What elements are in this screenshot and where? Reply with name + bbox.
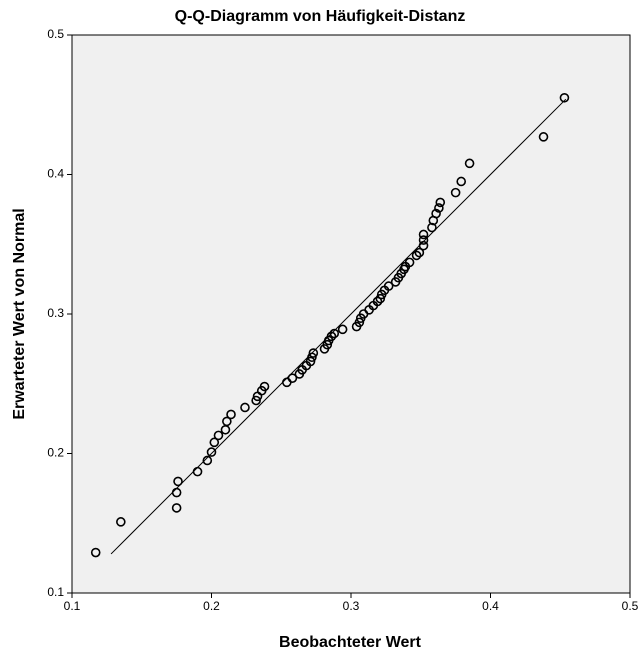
y-tick-label: 0.3: [47, 306, 64, 320]
point: [411, 250, 422, 261]
point: [209, 437, 220, 448]
point: [450, 187, 461, 198]
point: [173, 476, 183, 487]
x-tick-label: 0.3: [343, 599, 360, 613]
point: [414, 247, 425, 258]
point: [383, 281, 394, 291]
point: [251, 395, 261, 406]
point: [456, 176, 467, 187]
point: [375, 293, 386, 304]
x-tick-label: 0.5: [622, 599, 639, 613]
point: [418, 235, 429, 245]
point: [329, 328, 340, 339]
reference-line: [110, 98, 567, 555]
point: [434, 203, 444, 213]
point: [427, 222, 437, 233]
y-tick-label: 0.1: [47, 585, 64, 599]
point: [326, 331, 337, 342]
point: [206, 447, 217, 457]
point: [308, 348, 319, 358]
point: [354, 317, 365, 328]
point: [337, 324, 348, 335]
point: [431, 208, 441, 219]
point: [192, 466, 203, 477]
point: [559, 92, 570, 103]
point: [116, 517, 126, 527]
point: [171, 487, 182, 498]
point: [226, 409, 236, 420]
x-tick-label: 0.1: [64, 599, 81, 613]
point: [418, 229, 429, 240]
point: [418, 240, 429, 251]
point: [222, 416, 232, 427]
y-axis-label: Erwarteter Wert von Normal: [11, 208, 28, 419]
chart-title: Q-Q-Diagramm von Häufigkeit-Distanz: [175, 8, 466, 25]
point: [240, 402, 250, 413]
y-tick-label: 0.4: [47, 167, 64, 181]
point: [307, 352, 317, 363]
point: [538, 132, 549, 142]
x-tick-label: 0.2: [203, 599, 220, 613]
x-tick-label: 0.4: [482, 599, 499, 613]
y-tick-label: 0.5: [47, 27, 64, 41]
point: [322, 339, 333, 350]
point: [305, 356, 316, 367]
point: [287, 373, 298, 383]
point: [435, 197, 446, 208]
point: [259, 381, 270, 392]
point: [464, 158, 475, 169]
point: [90, 547, 101, 558]
point: [202, 455, 213, 466]
x-axis-label: Beobachteter Wert: [279, 634, 422, 651]
y-tick-label: 0.2: [47, 446, 64, 460]
point: [372, 296, 383, 307]
point: [404, 257, 415, 268]
point: [213, 430, 224, 441]
point: [171, 503, 182, 513]
